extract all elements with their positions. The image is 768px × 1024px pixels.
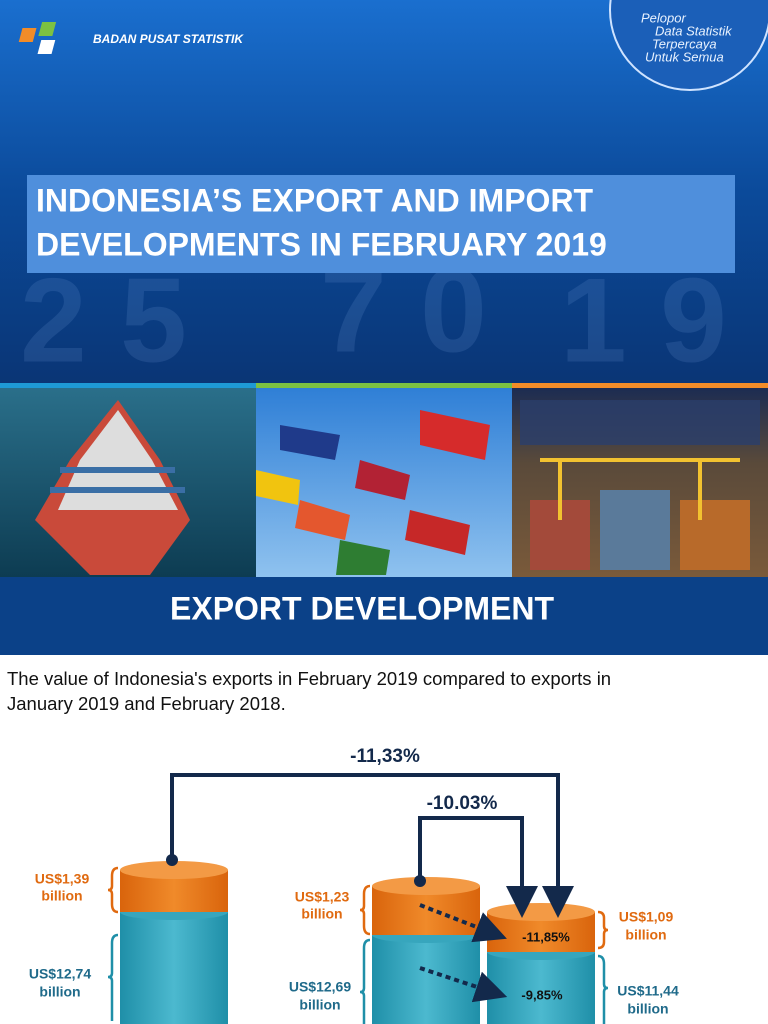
title: INDONESIA’S EXPORT AND IMPORT [36, 182, 594, 218]
value-label: US$1,09 [619, 909, 674, 925]
value-label: billion [299, 997, 340, 1013]
value-label: US$11,44 [617, 983, 679, 999]
port-photo [512, 388, 768, 577]
section-banner [0, 577, 768, 655]
title: DEVELOPMENTS IN FEBRUARY 2019 [36, 226, 607, 262]
svg-text:1 9: 1 9 [560, 254, 727, 388]
value-label: billion [39, 984, 80, 1000]
logo [18, 22, 57, 54]
strip [512, 383, 768, 388]
tagline: Terpercaya [652, 36, 717, 51]
brace [107, 866, 609, 1024]
cylinder [487, 903, 595, 1024]
title-box [27, 175, 735, 273]
strip [256, 383, 512, 388]
change-label: -11,33% [350, 746, 420, 767]
value-label: billion [301, 906, 342, 922]
value-label: US$12,74 [29, 966, 91, 982]
svg-text:2 5: 2 5 [20, 254, 187, 388]
tagline-badge [609, 0, 768, 91]
value-label: billion [627, 1001, 668, 1017]
cylinder [372, 877, 480, 1024]
strip [0, 383, 256, 388]
change-label: -9,85% [521, 987, 563, 1002]
value-label: US$1,23 [295, 889, 350, 905]
value-label: US$12,69 [289, 979, 351, 995]
intro: January 2019 and February 2018. [7, 693, 286, 714]
value-label: US$1,39 [35, 871, 90, 887]
value-label: billion [625, 927, 666, 943]
value-label: billion [41, 888, 82, 904]
connector [170, 773, 574, 1003]
change-label: -10.03% [427, 793, 498, 814]
change-label: -11,85% [522, 929, 570, 944]
ship-photo [0, 388, 256, 577]
tagline: Untuk Semua [645, 49, 724, 64]
agency-name: BADAN PUSAT STATISTIK [93, 32, 244, 46]
flags-photo [256, 388, 512, 577]
intro: The value of Indonesia's exports in Febr… [7, 668, 611, 689]
tagline: Data Statistik [655, 23, 733, 38]
connector-dot [166, 854, 178, 866]
cylinder [120, 861, 228, 1024]
connector-dot [414, 875, 426, 887]
section-title: EXPORT DEVELOPMENT [170, 590, 555, 626]
tagline: Pelopor [641, 10, 686, 25]
